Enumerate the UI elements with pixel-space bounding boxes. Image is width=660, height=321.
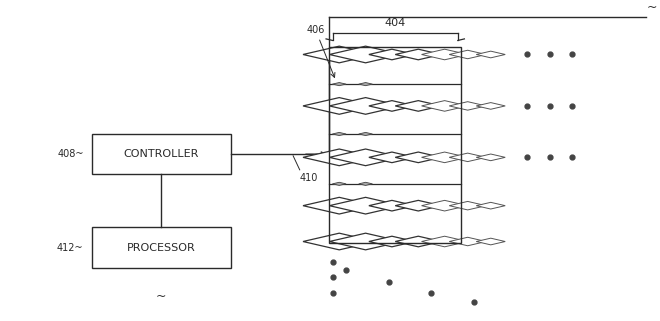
Polygon shape <box>303 46 376 63</box>
Text: ~: ~ <box>647 1 657 14</box>
Polygon shape <box>477 154 505 161</box>
Bar <box>92 134 230 175</box>
Polygon shape <box>449 50 486 59</box>
Polygon shape <box>395 100 442 111</box>
Bar <box>329 47 461 243</box>
Polygon shape <box>422 200 468 211</box>
Polygon shape <box>449 201 486 210</box>
Polygon shape <box>395 49 442 60</box>
Polygon shape <box>422 152 468 163</box>
Polygon shape <box>303 98 376 114</box>
Polygon shape <box>329 98 402 114</box>
Polygon shape <box>303 149 376 166</box>
Polygon shape <box>449 153 486 161</box>
Polygon shape <box>369 100 415 111</box>
Text: 410: 410 <box>300 173 318 183</box>
Polygon shape <box>395 152 442 163</box>
Polygon shape <box>333 132 346 135</box>
Text: 406: 406 <box>306 25 335 77</box>
Polygon shape <box>477 202 505 209</box>
Text: CONTROLLER: CONTROLLER <box>123 149 199 159</box>
Polygon shape <box>369 200 415 211</box>
Polygon shape <box>329 233 402 250</box>
Polygon shape <box>333 82 346 86</box>
Polygon shape <box>477 238 505 245</box>
Polygon shape <box>369 236 415 247</box>
Polygon shape <box>477 103 505 109</box>
Text: 412~: 412~ <box>57 243 84 253</box>
Bar <box>92 228 230 268</box>
Polygon shape <box>395 200 442 211</box>
Polygon shape <box>333 182 346 186</box>
Polygon shape <box>359 82 372 86</box>
Polygon shape <box>422 49 468 60</box>
Polygon shape <box>422 100 468 111</box>
Polygon shape <box>477 51 505 58</box>
Text: PROCESSOR: PROCESSOR <box>127 243 196 253</box>
Polygon shape <box>329 197 402 214</box>
Text: ~: ~ <box>156 290 166 303</box>
Polygon shape <box>369 152 415 163</box>
Polygon shape <box>449 237 486 246</box>
Polygon shape <box>303 233 376 250</box>
Polygon shape <box>359 132 372 135</box>
Text: 408~: 408~ <box>57 149 84 159</box>
Polygon shape <box>449 102 486 110</box>
Text: 404: 404 <box>385 18 406 28</box>
Polygon shape <box>422 236 468 247</box>
Polygon shape <box>329 46 402 63</box>
Polygon shape <box>359 182 372 186</box>
Polygon shape <box>303 197 376 214</box>
Polygon shape <box>369 49 415 60</box>
Polygon shape <box>395 236 442 247</box>
Polygon shape <box>329 149 402 166</box>
